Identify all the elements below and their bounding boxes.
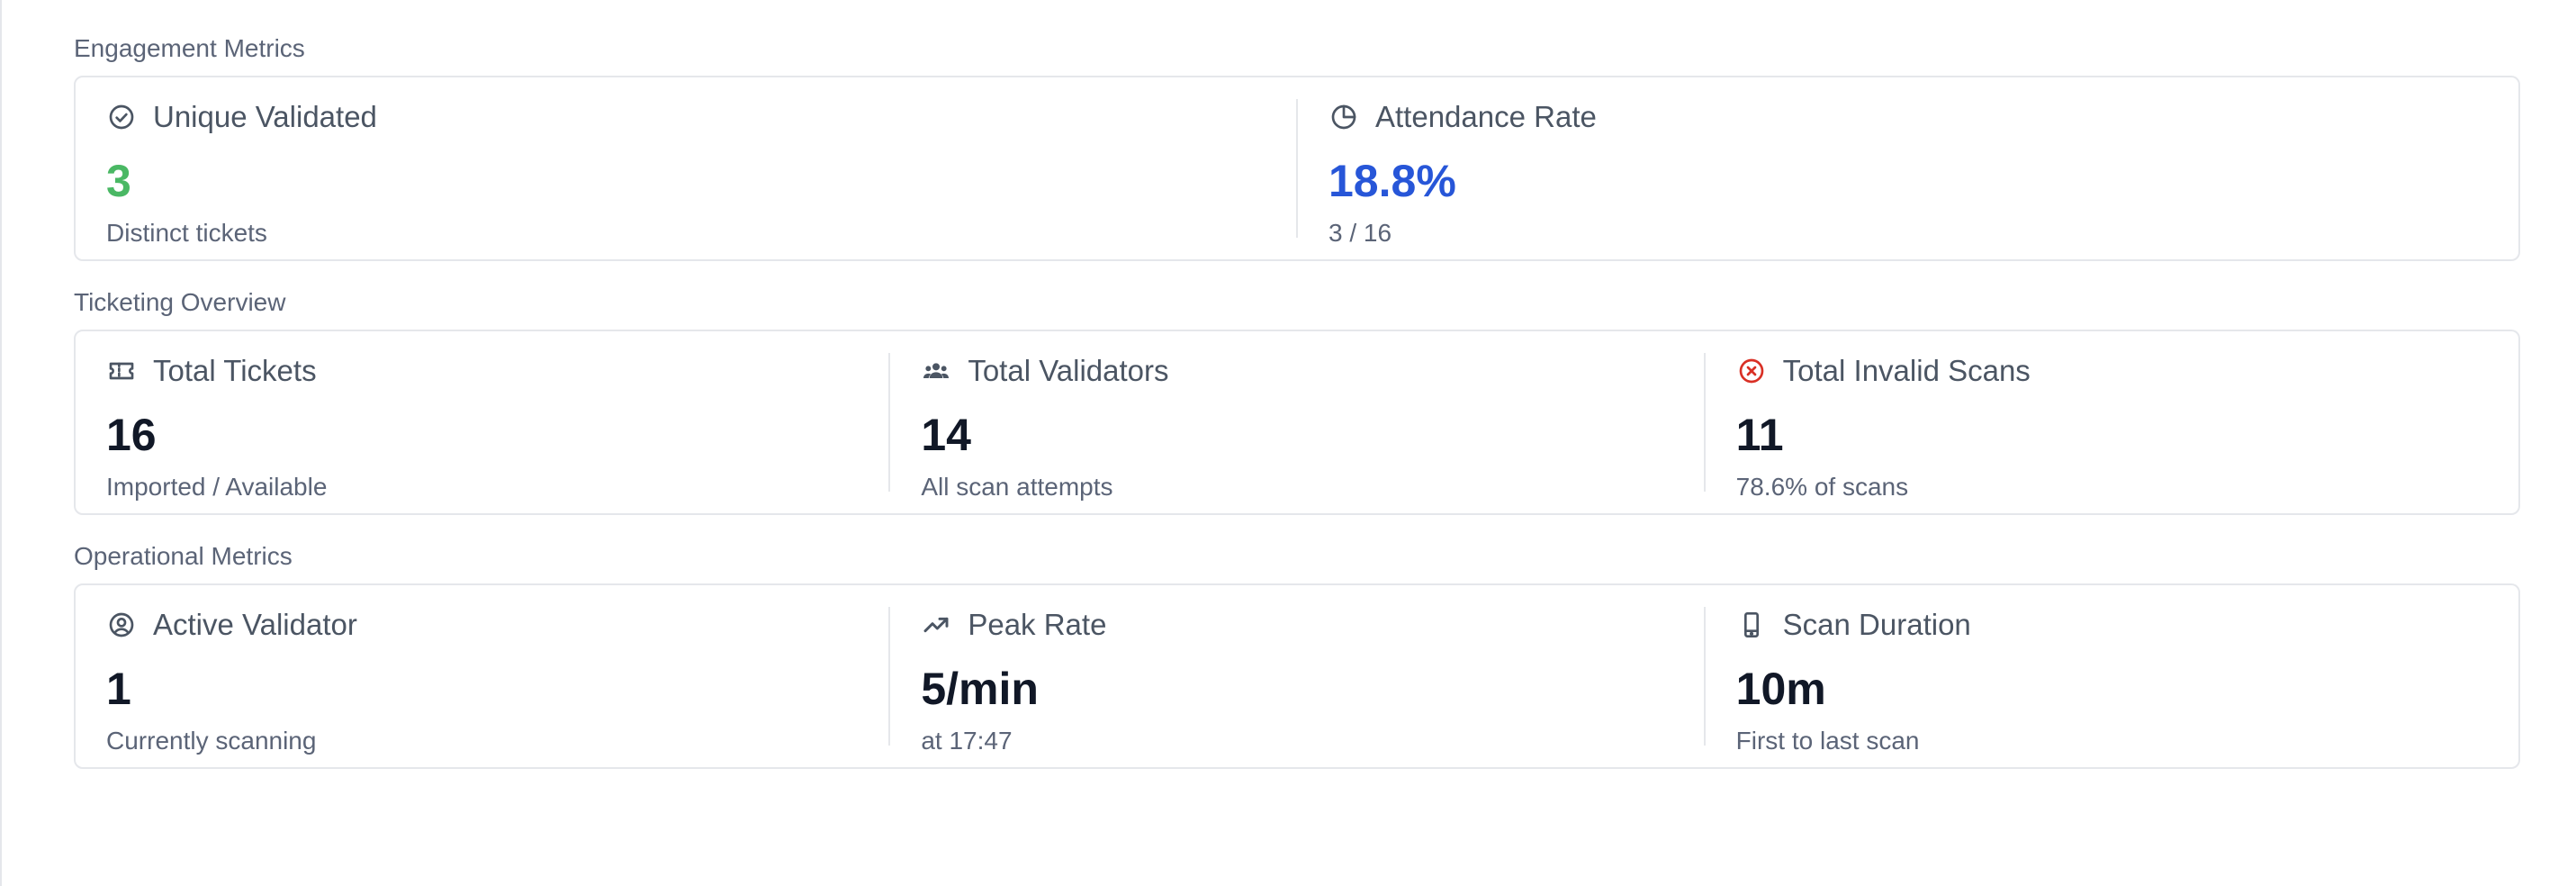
people-icon bbox=[921, 356, 951, 386]
stat-label: Unique Validated bbox=[153, 100, 377, 133]
stat-active-validator: Active Validator 1 Currently scanning bbox=[76, 607, 888, 755]
trending-up-icon bbox=[921, 610, 951, 640]
stat-value: 11 bbox=[1735, 410, 1784, 460]
stat-label: Attendance Rate bbox=[1375, 100, 1597, 133]
stat-label: Peak Rate bbox=[968, 608, 1107, 641]
check-circle-icon bbox=[106, 102, 137, 132]
stat-value: 10m bbox=[1735, 664, 1826, 714]
stat-value: 16 bbox=[106, 410, 157, 460]
x-circle-icon bbox=[1736, 356, 1767, 386]
stat-value: 14 bbox=[921, 410, 971, 460]
stat-peak-rate: Peak Rate 5/min at 17:47 bbox=[888, 607, 1703, 755]
stat-value: 18.8% bbox=[1329, 156, 1456, 206]
stat-value: 3 bbox=[106, 156, 131, 206]
stat-total-tickets: Total Tickets 16 Imported / Available bbox=[76, 353, 888, 501]
section-engagement-metrics: Engagement Metrics Unique Validated 3 Di… bbox=[74, 32, 2520, 261]
stat-subtext: All scan attempts bbox=[921, 473, 1113, 501]
stat-subtext: Distinct tickets bbox=[106, 219, 267, 247]
stat-label: Total Validators bbox=[968, 354, 1169, 387]
stats-card: Total Tickets 16 Imported / Available To… bbox=[74, 330, 2520, 515]
stat-unique-validated: Unique Validated 3 Distinct tickets bbox=[76, 99, 1296, 247]
stat-subtext: at 17:47 bbox=[921, 727, 1013, 755]
ticket-icon bbox=[106, 356, 137, 386]
stat-label: Total Tickets bbox=[153, 354, 317, 387]
stat-total-invalid-scans: Total Invalid Scans 11 78.6% of scans bbox=[1703, 353, 2518, 501]
metrics-dashboard: Engagement Metrics Unique Validated 3 Di… bbox=[74, 32, 2520, 794]
stat-scan-duration: Scan Duration 10m First to last scan bbox=[1703, 607, 2518, 755]
stats-card: Unique Validated 3 Distinct tickets Atte… bbox=[74, 76, 2520, 261]
phone-icon bbox=[1736, 610, 1767, 640]
stat-subtext: First to last scan bbox=[1735, 727, 1920, 755]
stat-value: 5/min bbox=[921, 664, 1039, 714]
stat-attendance-rate: Attendance Rate 18.8% 3 / 16 bbox=[1296, 99, 2518, 247]
section-title: Operational Metrics bbox=[74, 542, 293, 570]
section-operational-metrics: Operational Metrics Active Validator 1 C… bbox=[74, 540, 2520, 769]
stat-value: 1 bbox=[106, 664, 131, 714]
stat-subtext: Currently scanning bbox=[106, 727, 317, 755]
stat-subtext: 3 / 16 bbox=[1329, 219, 1392, 247]
pie-chart-icon bbox=[1329, 102, 1359, 132]
stat-label: Scan Duration bbox=[1782, 608, 1971, 641]
stats-card: Active Validator 1 Currently scanning Pe… bbox=[74, 583, 2520, 769]
section-title: Ticketing Overview bbox=[74, 288, 286, 316]
section-title: Engagement Metrics bbox=[74, 34, 305, 62]
stat-label: Active Validator bbox=[153, 608, 357, 641]
stat-subtext: 78.6% of scans bbox=[1735, 473, 1909, 501]
left-divider bbox=[0, 0, 2, 886]
section-ticketing-overview: Ticketing Overview Total Tickets 16 Impo… bbox=[74, 286, 2520, 515]
stat-label: Total Invalid Scans bbox=[1782, 354, 2031, 387]
stat-total-validators: Total Validators 14 All scan attempts bbox=[888, 353, 1703, 501]
user-circle-icon bbox=[106, 610, 137, 640]
stat-subtext: Imported / Available bbox=[106, 473, 328, 501]
